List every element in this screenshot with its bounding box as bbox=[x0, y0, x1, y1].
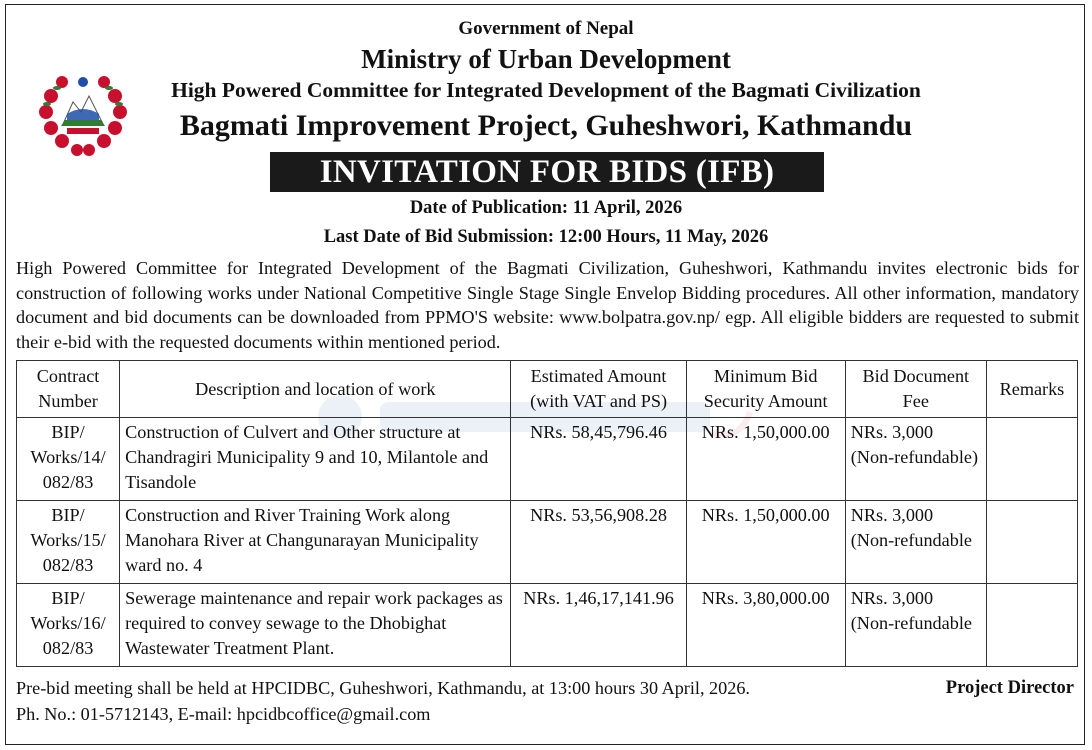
project-name: Bagmati Improvement Project, Guheshwori,… bbox=[179, 109, 913, 142]
bid-security-amount: NRs. 1,50,000.00 bbox=[685, 500, 846, 584]
bid-security-amount: NRs. 1,50,000.00 bbox=[685, 417, 846, 501]
table-row: BIP/ Works/16/ 082/83 Sewerage maintenan… bbox=[15, 583, 1079, 667]
header-document-fee: Bid Document Fee bbox=[844, 360, 987, 418]
header-estimated-amount: Estimated Amount (with VAT and PS) bbox=[510, 360, 687, 418]
contract-number: BIP/ Works/15/ 082/83 bbox=[15, 500, 121, 584]
bid-security-amount: NRs. 3,80,000.00 bbox=[685, 583, 846, 667]
ministry-name: Ministry of Urban Development bbox=[361, 44, 731, 74]
table-row: BIP/ Works/15/ 082/83 Construction and R… bbox=[15, 500, 1079, 584]
last-submission-date: Last Date of Bid Submission: 12:00 Hours… bbox=[323, 227, 769, 247]
work-description: Construction and River Training Work alo… bbox=[119, 500, 512, 584]
committee-name: High Powered Committee for Integrated De… bbox=[171, 78, 921, 102]
publication-date: Date of Publication: 11 April, 2026 bbox=[409, 198, 683, 218]
document-fee: NRs. 3,000 (Non-refundable bbox=[844, 583, 987, 667]
header-description: Description and location of work bbox=[119, 360, 512, 418]
table-row: BIP/ Works/14/ 082/83 Construction of Cu… bbox=[15, 417, 1079, 501]
contract-number: BIP/ Works/16/ 082/83 bbox=[15, 583, 121, 667]
document-fee: NRs. 3,000 (Non-refundable bbox=[844, 500, 987, 584]
nepal-emblem-icon bbox=[39, 68, 127, 156]
intro-paragraph: High Powered Committee for Integrated De… bbox=[16, 258, 1079, 352]
estimated-amount: NRs. 1,46,17,141.96 bbox=[510, 583, 687, 667]
prebid-meeting-note: Pre-bid meeting shall be held at HPCIDBC… bbox=[16, 678, 750, 698]
remarks bbox=[985, 417, 1079, 501]
contact-info: Ph. No.: 01-5712143, E-mail: hpcidbcoffi… bbox=[16, 704, 431, 724]
work-description: Sewerage maintenance and repair work pac… bbox=[119, 583, 512, 667]
works-table: Contract Number Description and location… bbox=[15, 360, 1079, 667]
document-fee: NRs. 3,000 (Non-refundable) bbox=[844, 417, 987, 501]
header-bid-security: Minimum Bid Security Amount bbox=[685, 360, 846, 418]
signatory-title: Project Director bbox=[945, 678, 1074, 698]
remarks bbox=[985, 583, 1079, 667]
notice-border bbox=[5, 4, 1085, 745]
table-header-row: Contract Number Description and location… bbox=[15, 360, 1079, 418]
remarks bbox=[985, 500, 1079, 584]
estimated-amount: NRs. 53,56,908.28 bbox=[510, 500, 687, 584]
notice-title: INVITATION FOR BIDS (IFB) bbox=[270, 152, 824, 192]
estimated-amount: NRs. 58,45,796.46 bbox=[510, 417, 687, 501]
contract-number: BIP/ Works/14/ 082/83 bbox=[15, 417, 121, 501]
work-description: Construction of Culvert and Other struct… bbox=[119, 417, 512, 501]
header-contract-number: Contract Number bbox=[15, 360, 121, 418]
government-name: Government of Nepal bbox=[458, 18, 634, 39]
header-remarks: Remarks bbox=[985, 360, 1079, 418]
